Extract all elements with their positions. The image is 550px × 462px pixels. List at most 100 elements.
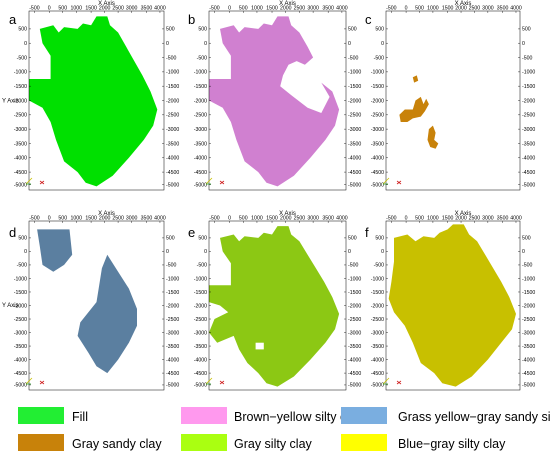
y-tick-label-right: -4500 xyxy=(166,170,179,176)
y-tick-label-right: -3500 xyxy=(348,344,361,350)
y-tick-label-left: -4000 xyxy=(371,156,384,162)
x-tick-label: 3000 xyxy=(307,6,319,12)
y-tick-label-left: -4500 xyxy=(194,170,207,176)
y-tick-label-right: -500 xyxy=(522,55,532,61)
panel-letter: c xyxy=(365,12,372,27)
y-tick-label-left: -1000 xyxy=(371,70,384,76)
legend-item: Gray silty clay xyxy=(181,434,313,451)
y-tick-label-left: 0 xyxy=(381,41,384,47)
y-tick-label-left: -1000 xyxy=(14,70,27,76)
x-tick-label: 3500 xyxy=(322,6,334,12)
y-tick-label-right: -1500 xyxy=(522,84,535,90)
y-tick-label-left: 0 xyxy=(204,249,207,255)
y-tick-label-right: -4500 xyxy=(522,170,535,176)
x-tick-label: 1500 xyxy=(85,6,97,12)
y-tick-label-right: -2500 xyxy=(166,113,179,119)
legend-label: Brown−yellow silty clay xyxy=(234,410,363,424)
x-tick-label: 4000 xyxy=(510,216,522,222)
y-tick-label-right: -4500 xyxy=(522,371,535,377)
y-tick-label-right: -2000 xyxy=(166,303,179,309)
region-gap xyxy=(255,342,264,350)
y-tick-label-left: -1500 xyxy=(194,84,207,90)
y-tick-label-left: -2500 xyxy=(194,317,207,323)
x-tick-label: 4000 xyxy=(336,216,348,222)
y-tick-label-right: -2500 xyxy=(348,317,361,323)
y-tick-label-left: -4000 xyxy=(194,156,207,162)
y-tick-label-left: -4000 xyxy=(14,156,27,162)
x-tick-label: 0 xyxy=(405,216,408,222)
y-tick-label-left: 0 xyxy=(204,41,207,47)
y-tick-label-right: -2000 xyxy=(522,303,535,309)
y-tick-label-left: -5000 xyxy=(371,383,384,389)
axis-orientation-icon xyxy=(25,377,45,385)
y-tick-label-left: -5000 xyxy=(194,383,207,389)
y-tick-label-left: -4500 xyxy=(371,170,384,176)
y-tick-label-right: -2000 xyxy=(166,98,179,104)
x-tick-label: 1500 xyxy=(266,6,278,12)
axis-orientation-icon xyxy=(205,377,225,385)
y-tick-label-right: -1500 xyxy=(522,290,535,296)
y-tick-label-right: 500 xyxy=(522,27,531,33)
y-tick-label-left: -5000 xyxy=(371,182,384,188)
legend-label: Fill xyxy=(72,410,88,424)
y-tick-label-left: -1000 xyxy=(371,276,384,282)
x-tick-label: -500 xyxy=(29,6,39,12)
y-tick-label-right: -1000 xyxy=(522,276,535,282)
y-tick-label-left: -4500 xyxy=(371,371,384,377)
x-tick-label: 2000 xyxy=(99,216,111,222)
y-tick-label-left: 0 xyxy=(24,249,27,255)
y-tick-label-right: -5000 xyxy=(166,383,179,389)
x-tick-label: 4000 xyxy=(154,6,166,12)
x-tick-label: 2000 xyxy=(455,6,467,12)
y-tick-label-right: -500 xyxy=(348,55,358,61)
legend-item: Gray sandy clay xyxy=(18,434,162,451)
y-axis-title: Y Axis xyxy=(2,303,19,309)
y-tick-label-right: 500 xyxy=(166,27,175,33)
y-tick-label-left: -2000 xyxy=(14,303,27,309)
x-axis-title: X Axis xyxy=(279,1,296,7)
y-tick-label-right: 0 xyxy=(166,41,169,47)
x-tick-label: 3000 xyxy=(126,216,138,222)
x-tick-label: 0 xyxy=(48,6,51,12)
y-tick-label-right: 500 xyxy=(522,236,531,242)
x-tick-label: 1500 xyxy=(442,6,454,12)
y-tick-label-left: -500 xyxy=(197,263,207,269)
y-tick-label-right: -4000 xyxy=(522,357,535,363)
x-axis-title: X Axis xyxy=(98,1,115,7)
x-tick-label: 2000 xyxy=(280,216,292,222)
x-tick-label: -500 xyxy=(29,216,39,222)
y-tick-label-left: 500 xyxy=(375,236,384,242)
soil-layer-region xyxy=(412,75,419,83)
x-tick-label: -500 xyxy=(386,6,396,12)
y-tick-label-left: -2500 xyxy=(14,317,27,323)
y-tick-label-left: 500 xyxy=(18,236,27,242)
x-tick-label: 1500 xyxy=(442,216,454,222)
legend-label: Gray sandy clay xyxy=(72,437,162,451)
y-tick-label-left: -500 xyxy=(17,263,27,269)
legend-label: Grass yellow−gray sandy silt xyxy=(398,410,550,424)
y-tick-label-left: -2500 xyxy=(371,113,384,119)
y-tick-label-right: 0 xyxy=(522,41,525,47)
y-tick-label-left: -3500 xyxy=(194,344,207,350)
y-tick-label-right: -500 xyxy=(166,263,176,269)
y-tick-label-left: -3000 xyxy=(14,127,27,133)
y-tick-label-right: -5000 xyxy=(522,182,535,188)
y-tick-label-right: -3000 xyxy=(348,127,361,133)
y-tick-label-left: -3000 xyxy=(194,127,207,133)
x-tick-label: 3000 xyxy=(482,6,494,12)
legend-label: Blue−gray silty clay xyxy=(398,437,506,451)
y-tick-label-right: -500 xyxy=(522,263,532,269)
y-tick-label-right: -1500 xyxy=(348,84,361,90)
y-tick-label-left: 500 xyxy=(18,27,27,33)
x-tick-label: 3500 xyxy=(322,216,334,222)
y-tick-label-left: -5000 xyxy=(194,182,207,188)
y-tick-label-right: -3000 xyxy=(522,330,535,336)
panel-d: dX Axis-500 0 500 1000 1500 2000 2500 3000 3500 4… xyxy=(2,211,179,391)
axis-orientation-icon xyxy=(382,177,402,185)
y-tick-label-right: -2000 xyxy=(522,98,535,104)
y-tick-label-left: -3000 xyxy=(14,330,27,336)
y-tick-label-left: -4000 xyxy=(371,357,384,363)
axis-orientation-icon xyxy=(382,377,402,385)
y-tick-label-right: -2500 xyxy=(166,317,179,323)
y-tick-label-right: -3000 xyxy=(522,127,535,133)
